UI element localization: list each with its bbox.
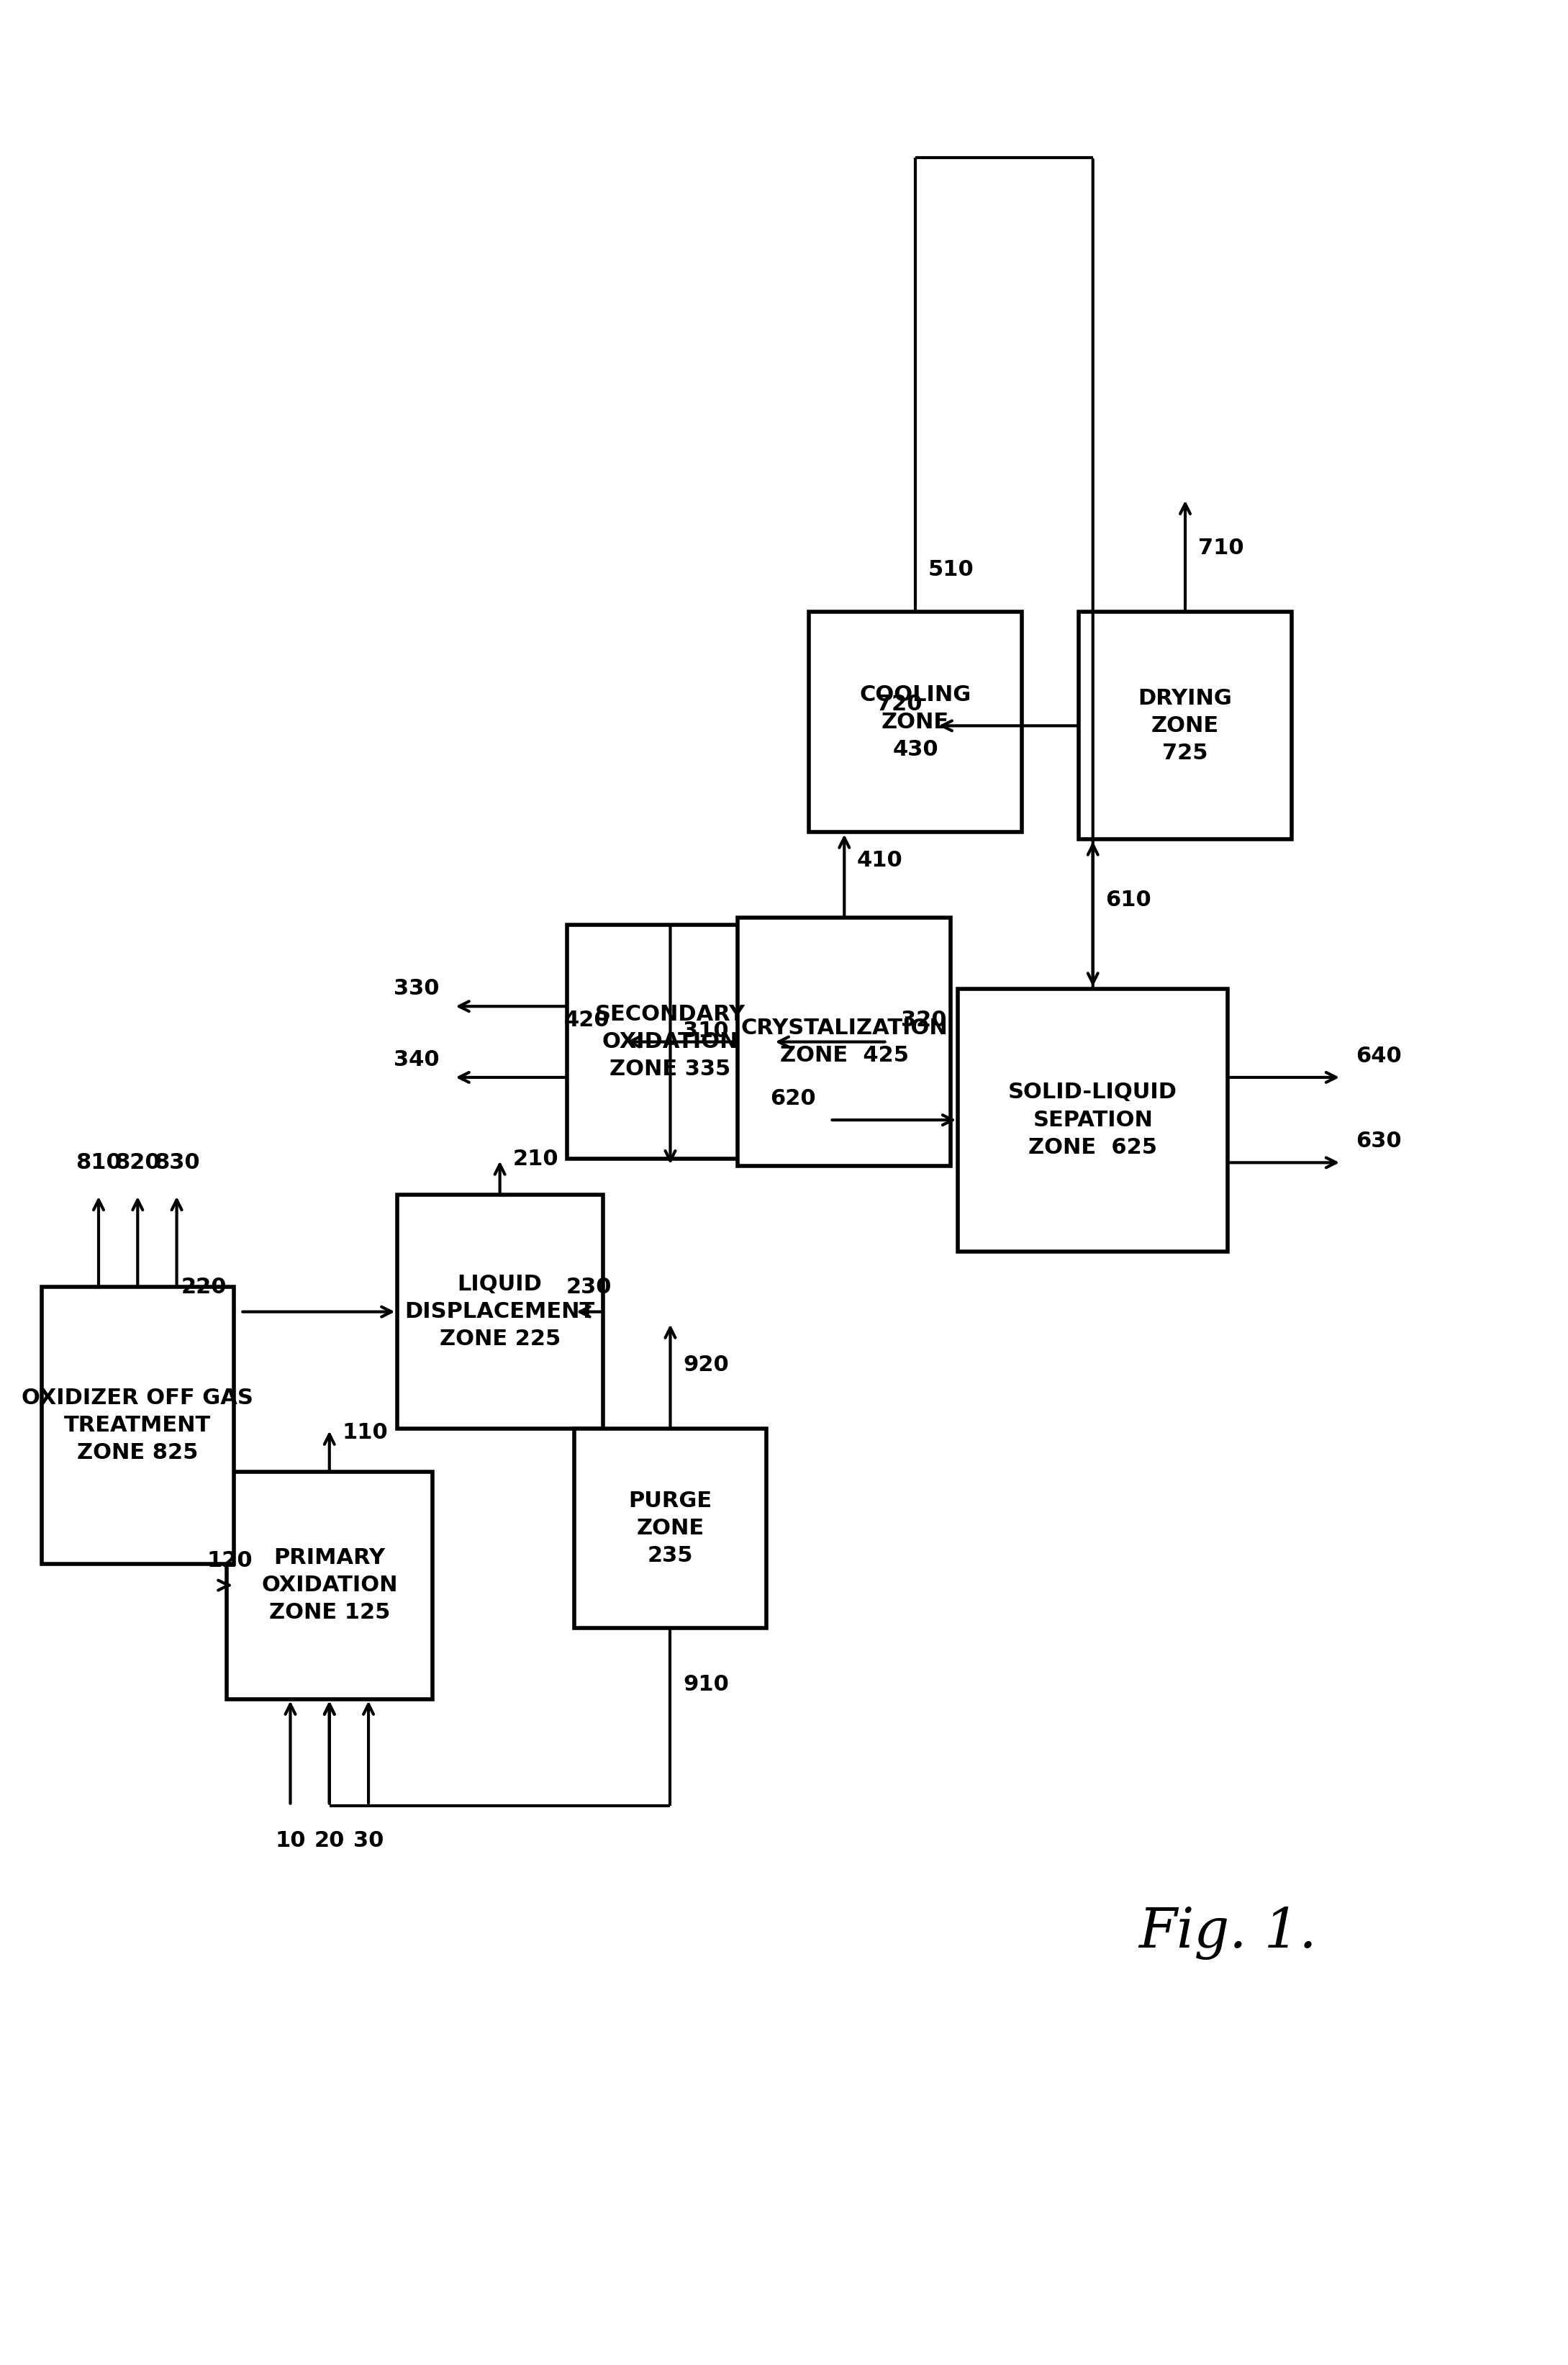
Bar (568, 925, 773, 1159)
Text: 920: 920 (684, 1355, 729, 1376)
Text: 620: 620 (770, 1088, 815, 1109)
Text: 340: 340 (394, 1050, 439, 1069)
Text: 410: 410 (858, 851, 903, 870)
Text: 10: 10 (274, 1831, 306, 1852)
Text: 120: 120 (207, 1549, 252, 1570)
Text: 610: 610 (1105, 889, 1151, 911)
Text: 810: 810 (75, 1152, 122, 1173)
Text: 720: 720 (877, 693, 922, 714)
Bar (397, 1194, 602, 1428)
Bar (1079, 613, 1292, 840)
Text: 910: 910 (684, 1674, 729, 1696)
Text: 330: 330 (394, 979, 439, 998)
Text: 30: 30 (353, 1831, 384, 1852)
Text: 820: 820 (114, 1152, 160, 1173)
Text: 830: 830 (154, 1152, 199, 1173)
Bar (809, 613, 1022, 832)
Text: COOLING
ZONE
430: COOLING ZONE 430 (859, 683, 971, 759)
Text: OXIDIZER OFF GAS
TREATMENT
ZONE 825: OXIDIZER OFF GAS TREATMENT ZONE 825 (22, 1388, 254, 1464)
Text: 640: 640 (1356, 1045, 1402, 1067)
Text: PURGE
ZONE
235: PURGE ZONE 235 (629, 1490, 712, 1566)
Bar (574, 1428, 767, 1627)
Text: 320: 320 (902, 1010, 947, 1031)
Bar (958, 989, 1228, 1251)
Bar (42, 1287, 234, 1563)
Text: LIQUID
DISPLACEMENT
ZONE 225: LIQUID DISPLACEMENT ZONE 225 (405, 1275, 594, 1350)
Text: 510: 510 (928, 558, 974, 579)
Bar (739, 918, 950, 1166)
Text: Fig. 1.: Fig. 1. (1138, 1906, 1317, 1961)
Text: 20: 20 (314, 1831, 345, 1852)
Text: CRYSTALIZATION
ZONE  425: CRYSTALIZATION ZONE 425 (740, 1017, 947, 1067)
Text: 220: 220 (180, 1277, 226, 1298)
Bar (226, 1471, 433, 1698)
Text: 710: 710 (1198, 537, 1243, 558)
Text: 420: 420 (564, 1010, 610, 1031)
Text: 230: 230 (566, 1277, 612, 1298)
Text: DRYING
ZONE
725: DRYING ZONE 725 (1138, 688, 1232, 764)
Text: SOLID-LIQUID
SEPATION
ZONE  625: SOLID-LIQUID SEPATION ZONE 625 (1008, 1083, 1178, 1159)
Text: SECONDARY
OXIDATION
ZONE 335: SECONDARY OXIDATION ZONE 335 (596, 1003, 745, 1081)
Text: 630: 630 (1356, 1130, 1402, 1152)
Text: PRIMARY
OXIDATION
ZONE 125: PRIMARY OXIDATION ZONE 125 (262, 1547, 398, 1622)
Text: 110: 110 (342, 1421, 387, 1443)
Text: 210: 210 (513, 1149, 558, 1171)
Text: 310: 310 (684, 1022, 729, 1041)
